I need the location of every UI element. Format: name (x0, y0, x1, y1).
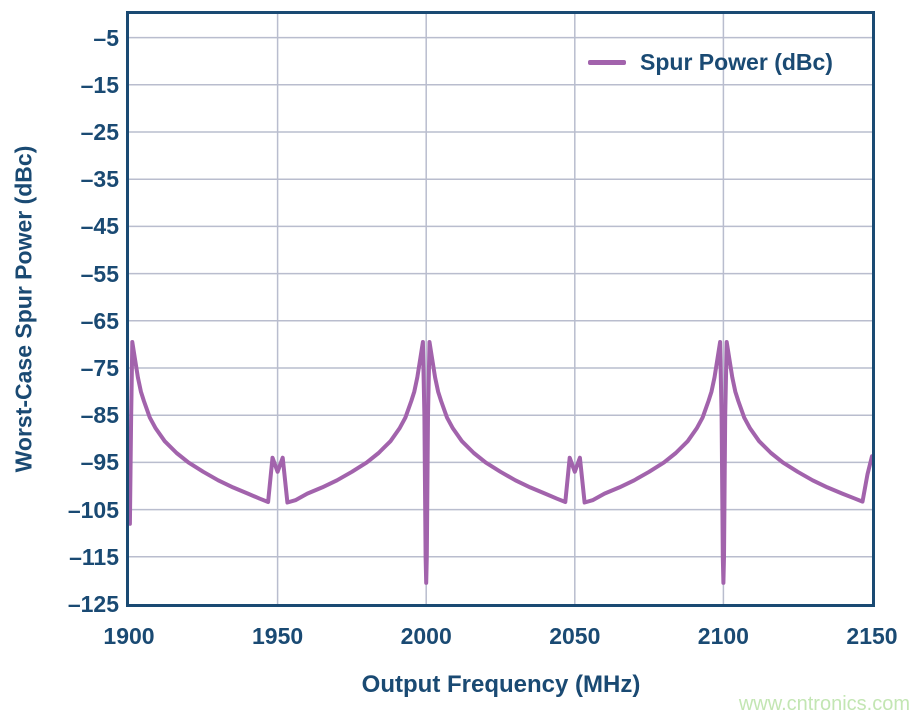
legend: Spur Power (dBc) (588, 49, 833, 75)
plot-area (126, 11, 875, 607)
x-tick-label: 2000 (400, 623, 452, 649)
y-tick-label: –15 (80, 71, 119, 98)
x-tick-label: 2150 (846, 623, 898, 649)
y-tick-label: –95 (80, 449, 119, 476)
y-tick-label: –115 (69, 543, 119, 570)
x-tick-label: 1950 (252, 623, 304, 649)
y-tick-label: –105 (67, 496, 119, 523)
y-tick-label: –5 (93, 24, 119, 51)
y-tick-label: –55 (80, 260, 119, 287)
series-line (129, 340, 872, 585)
y-tick-label: –125 (67, 591, 119, 617)
y-tick-label: –85 (80, 402, 119, 429)
x-axis-title: Output Frequency (MHz) (361, 671, 641, 698)
legend-line-swatch (588, 59, 626, 65)
y-tick-label: –65 (80, 307, 119, 334)
x-tick-label: 2050 (549, 623, 601, 649)
x-tick-label: 1900 (103, 623, 155, 649)
y-tick-label: –75 (80, 355, 119, 381)
y-tick-label: –25 (80, 119, 119, 145)
x-tick-label: 2100 (697, 623, 749, 649)
y-tick-label: –35 (80, 166, 119, 193)
legend-label: Spur Power (dBc) (640, 49, 833, 75)
watermark: www.cntronics.com (738, 693, 910, 715)
chart-canvas (129, 14, 872, 604)
y-tick-label: –45 (80, 213, 119, 240)
